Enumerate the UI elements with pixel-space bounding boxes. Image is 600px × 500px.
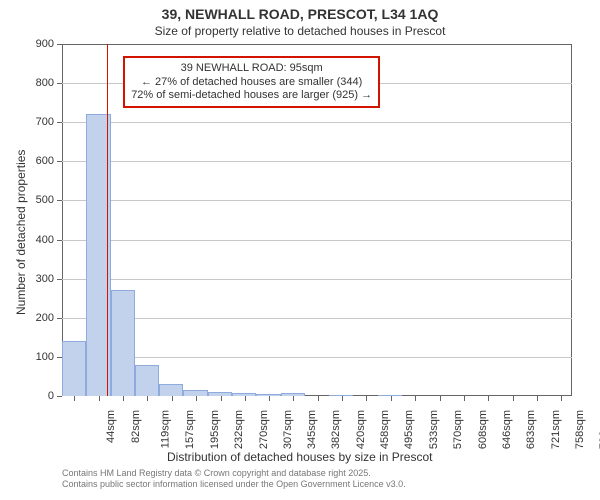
x-tick-label: 119sqm — [159, 410, 171, 448]
legend-line: ← 27% of detached houses are smaller (34… — [131, 76, 372, 89]
chart-root: 39, NEWHALL ROAD, PRESCOT, L34 1AQ Size … — [0, 0, 600, 500]
x-tick-label: 608sqm — [477, 410, 489, 449]
histogram-bar — [159, 384, 183, 396]
chart-title: 39, NEWHALL ROAD, PRESCOT, L34 1AQ — [0, 0, 600, 24]
x-tick-label: 157sqm — [185, 410, 197, 449]
y-tick-label: 0 — [22, 390, 54, 402]
histogram-bar — [62, 341, 86, 396]
y-tick-label: 100 — [22, 351, 54, 363]
y-tick-label: 700 — [22, 116, 54, 128]
legend-line: 39 NEWHALL ROAD: 95sqm — [131, 62, 372, 75]
y-tick — [57, 44, 62, 45]
grid-line — [62, 240, 572, 241]
x-tick-label: 382sqm — [330, 410, 342, 449]
x-tick — [293, 396, 294, 401]
x-tick — [196, 396, 197, 401]
x-tick-label: 533sqm — [428, 410, 440, 449]
y-tick — [57, 279, 62, 280]
x-tick-label: 495sqm — [404, 410, 416, 449]
x-tick — [537, 396, 538, 401]
x-tick-label: 270sqm — [258, 410, 270, 449]
legend-line: 72% of semi-detached houses are larger (… — [131, 89, 372, 102]
grid-line — [62, 318, 572, 319]
y-tick — [57, 161, 62, 162]
y-tick — [57, 122, 62, 123]
x-tick-label: 420sqm — [355, 410, 367, 449]
x-axis-label: Distribution of detached houses by size … — [167, 450, 432, 464]
x-tick-label: 195sqm — [209, 410, 221, 449]
x-tick — [440, 396, 441, 401]
credits: Contains HM Land Registry data © Crown c… — [62, 468, 406, 491]
x-tick-label: 44sqm — [105, 410, 117, 443]
grid-line — [62, 357, 572, 358]
x-tick-label: 683sqm — [525, 410, 537, 449]
legend-box: 39 NEWHALL ROAD: 95sqm← 27% of detached … — [123, 56, 380, 108]
x-tick-label: 232sqm — [233, 410, 245, 449]
y-axis-label: Number of detached properties — [14, 150, 28, 315]
credits-line: Contains HM Land Registry data © Crown c… — [62, 468, 406, 479]
y-tick — [57, 318, 62, 319]
x-tick — [74, 396, 75, 401]
x-tick — [342, 396, 343, 401]
grid-line — [62, 161, 572, 162]
x-tick — [147, 396, 148, 401]
y-tick — [57, 200, 62, 201]
x-tick — [464, 396, 465, 401]
x-tick — [269, 396, 270, 401]
marker-line — [107, 44, 108, 396]
x-tick — [99, 396, 100, 401]
x-tick-label: 758sqm — [574, 410, 586, 449]
grid-line — [62, 122, 572, 123]
x-tick — [391, 396, 392, 401]
x-tick — [366, 396, 367, 401]
x-tick-label: 570sqm — [452, 410, 464, 449]
x-tick — [221, 396, 222, 401]
x-tick — [123, 396, 124, 401]
x-tick-label: 345sqm — [306, 410, 318, 449]
x-tick — [488, 396, 489, 401]
x-tick-label: 646sqm — [501, 410, 513, 449]
x-tick — [172, 396, 173, 401]
y-tick — [57, 240, 62, 241]
x-tick-label: 307sqm — [282, 410, 294, 449]
histogram-bar — [378, 395, 402, 396]
x-tick — [561, 396, 562, 401]
grid-line — [62, 279, 572, 280]
credits-line: Contains public sector information licen… — [62, 479, 406, 490]
histogram-bar — [111, 290, 135, 396]
x-tick-label: 721sqm — [550, 410, 562, 449]
y-tick — [57, 396, 62, 397]
grid-line — [62, 200, 572, 201]
x-tick-label: 458sqm — [380, 410, 392, 449]
histogram-bar — [135, 365, 159, 396]
y-tick — [57, 83, 62, 84]
plot-area: 010020030040050060070080090044sqm82sqm11… — [62, 44, 572, 396]
x-tick — [318, 396, 319, 401]
x-tick — [415, 396, 416, 401]
x-tick — [245, 396, 246, 401]
y-tick-label: 900 — [22, 38, 54, 50]
y-tick-label: 800 — [22, 77, 54, 89]
x-tick-label: 82sqm — [130, 410, 142, 443]
chart-subtitle: Size of property relative to detached ho… — [0, 24, 600, 39]
x-tick — [513, 396, 514, 401]
histogram-bar — [329, 395, 353, 396]
